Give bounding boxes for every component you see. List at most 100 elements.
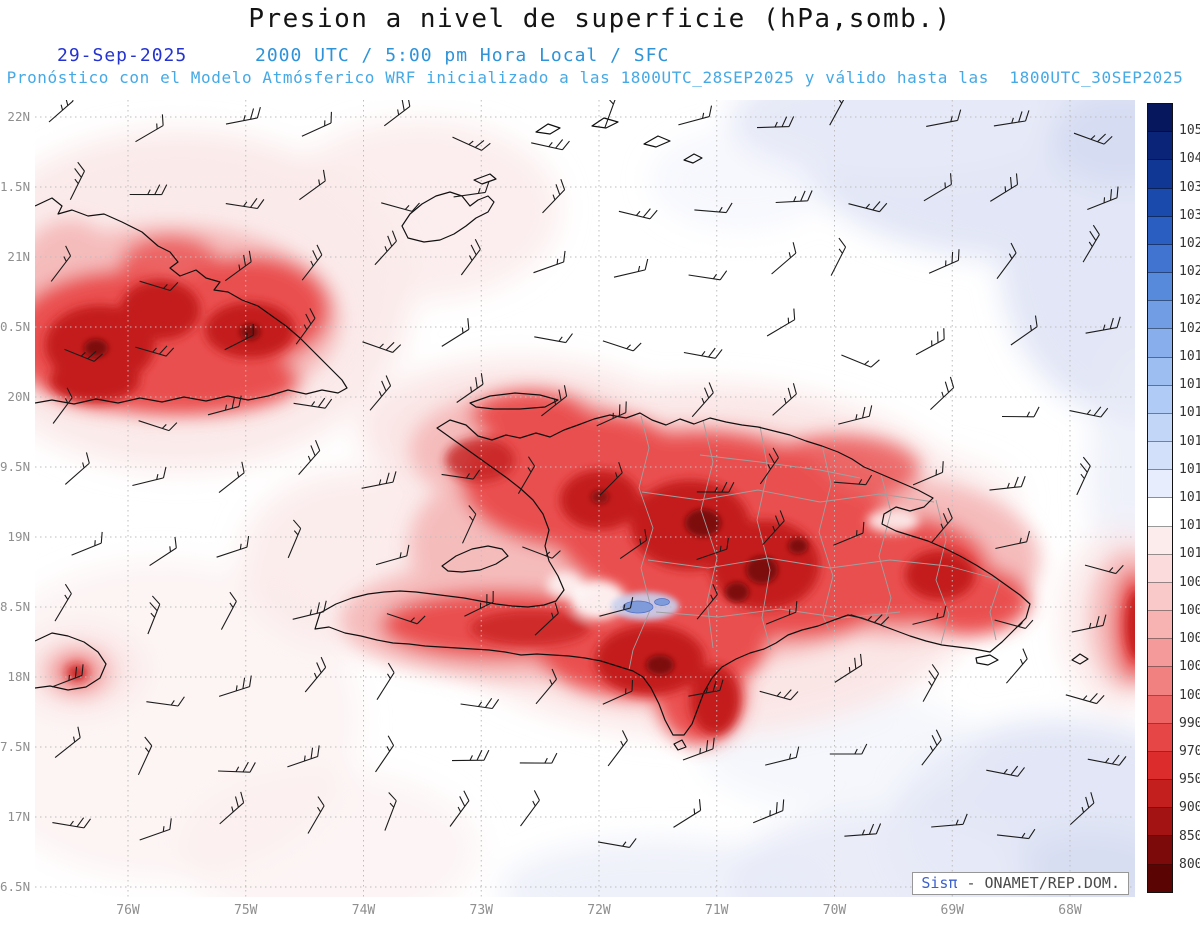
colorbar-cell [1148, 723, 1172, 752]
lat-label: 17N [7, 809, 30, 824]
colorbar-cell [1148, 639, 1172, 668]
colorbar-tick: 970 [1179, 743, 1200, 759]
island-turks-4 [683, 153, 703, 164]
forecast-time: 2000 UTC / 5:00 pm Hora Local / SFC [255, 45, 670, 66]
colorbar-cell [1148, 836, 1172, 865]
colorbar-cell [1148, 188, 1172, 217]
wind-barb [511, 789, 543, 827]
wind-barb [688, 264, 728, 282]
colorbar-tick: 1050 [1179, 123, 1200, 139]
colorbar-cell [1148, 357, 1172, 386]
colorbar-tick: 1022 [1179, 292, 1200, 308]
wind-barb [530, 132, 571, 152]
wind-barb [618, 201, 658, 221]
island-turks-1 [535, 123, 561, 135]
colorbar-cell [1148, 526, 1172, 555]
colorbar-tick: 1010 [1179, 546, 1200, 562]
colorbar-tick: 1012 [1179, 518, 1200, 534]
graticule [35, 100, 1135, 897]
colorbar-tick: 1015 [1179, 461, 1200, 477]
lat-label: 9.5N [0, 459, 30, 474]
wind-barb [1067, 456, 1093, 496]
colorbar-cell [1148, 864, 1172, 892]
wind-barb [67, 531, 107, 556]
colorbar [1147, 103, 1173, 893]
wind-barb [922, 376, 958, 411]
lon-label: 75W [234, 903, 258, 918]
credit-text: - ONAMET/REP.DOM. [957, 874, 1120, 892]
lat-label: 7.5N [0, 739, 30, 754]
wind-barb [435, 317, 474, 347]
colorbar-cell [1148, 442, 1172, 471]
lon-label: 76W [116, 903, 140, 918]
colorbar-cell [1148, 808, 1172, 837]
lon-label: 74W [351, 903, 376, 918]
lat-label: 0.5N [0, 319, 30, 334]
colorbar-tick: 1016 [1179, 433, 1200, 449]
lake-enriquillo [622, 600, 654, 614]
colorbar-cell [1148, 132, 1172, 161]
colorbar-tick: 1020 [1179, 320, 1200, 336]
colorbar-tick: 1006 [1179, 602, 1200, 618]
lat-label: 21N [7, 249, 30, 264]
colorbar-tick: 1035 [1179, 179, 1200, 195]
colorbar-tick: 850 [1179, 828, 1200, 844]
colorbar-tick: 800 [1179, 856, 1200, 872]
coastlines [35, 117, 1089, 751]
colorbar-cell [1148, 301, 1172, 330]
wind-barb [366, 735, 397, 773]
wind-barb [599, 729, 631, 767]
island-saona [975, 654, 999, 666]
lat-label: 20N [7, 389, 30, 404]
colorbar-cell [1148, 470, 1172, 499]
island-caicos [473, 173, 497, 185]
colorbar-cell [1148, 498, 1172, 527]
province-boundaries [628, 415, 1001, 671]
lon-label: 69W [940, 903, 964, 918]
wind-barb [840, 345, 880, 370]
colorbar-cell [1148, 582, 1172, 612]
island-tortue [469, 392, 559, 410]
colorbar-cell [1148, 244, 1172, 274]
island-beata [673, 739, 687, 751]
colorbar-tick: 1004 [1179, 631, 1200, 647]
lat-label: 6.5N [0, 879, 30, 894]
lat-label: 18N [7, 669, 30, 684]
map-title: Presion a nivel de superficie (hPa,somb.… [248, 4, 952, 34]
coastline-jamaica [35, 632, 107, 691]
island-mona [1071, 653, 1089, 665]
wind-barb [1001, 405, 1040, 418]
coastline-hispaniola [314, 412, 1031, 736]
wind-barb [58, 451, 94, 485]
wind-barb [129, 466, 169, 487]
lat-label: 8.5N [0, 599, 30, 614]
colorbar-tick: 1028 [1179, 236, 1200, 252]
wind-barb [367, 662, 398, 701]
colorbar-cell [1148, 385, 1172, 414]
lat-label: 1.5N [0, 179, 30, 194]
lon-label: 71W [705, 903, 729, 918]
wind-barb [761, 308, 800, 337]
wind-barb [602, 330, 642, 354]
colorbar-tick: 900 [1179, 800, 1200, 816]
colorbar-tick: 1025 [1179, 264, 1200, 280]
colorbar-cell [1148, 273, 1172, 302]
lat-label: 22N [7, 109, 30, 124]
lake-saumatre [654, 598, 670, 606]
forecast-model-line: Pronóstico con el Modelo Atmósferico WRF… [6, 68, 1184, 87]
lat-label: 19N [7, 529, 30, 544]
colorbar-tick: 1018 [1179, 377, 1200, 393]
colorbar-cell [1148, 160, 1172, 189]
wind-barb [223, 106, 263, 125]
colorbar-tick: 1030 [1179, 207, 1200, 223]
forecast-date: 29-Sep-2025 [57, 45, 188, 66]
island-turks-3 [643, 135, 671, 148]
wind-barb [533, 326, 574, 344]
wind-barb [611, 258, 651, 278]
colorbar-cell [1148, 413, 1172, 443]
colorbar-cell [1148, 216, 1172, 245]
colorbar-tick: 950 [1179, 772, 1200, 788]
colorbar-cell [1148, 751, 1172, 781]
colorbar-tick: 1000 [1179, 687, 1200, 703]
